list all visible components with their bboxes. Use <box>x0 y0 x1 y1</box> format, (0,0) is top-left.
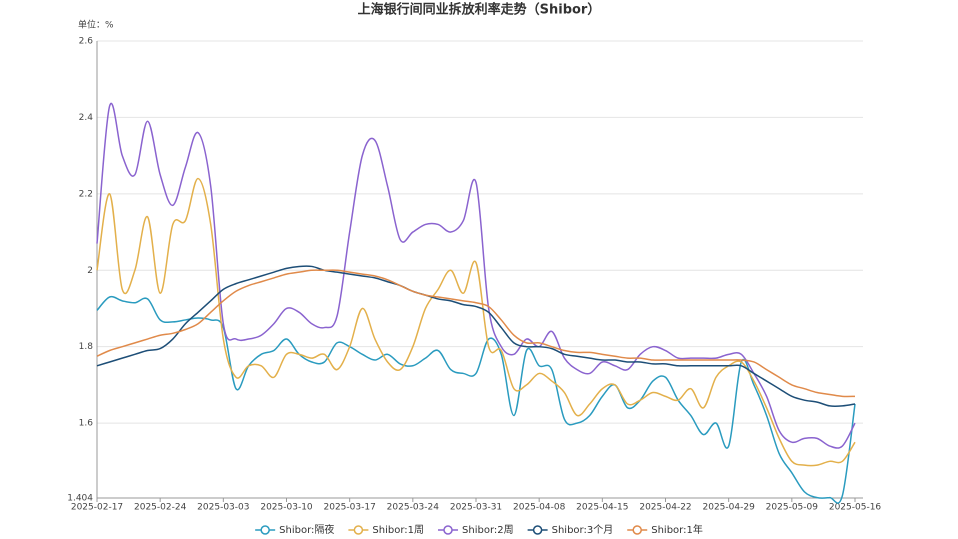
x-tick-label: 2025-05-09 <box>766 503 819 513</box>
legend-marker <box>632 525 642 535</box>
legend-marker <box>260 525 270 535</box>
legend-label: Shibor:3个月 <box>552 524 614 536</box>
legend-item[interactable]: Shibor:隔夜 <box>255 523 334 536</box>
legend-marker <box>443 525 453 535</box>
y-tick-label: 2 <box>87 266 93 276</box>
y-tick-label: 2.4 <box>79 113 94 123</box>
x-tick-label: 2025-04-08 <box>513 503 566 513</box>
x-tick-label: 2025-04-22 <box>639 503 691 513</box>
legend-marker <box>353 525 364 535</box>
series-line <box>96 177 856 467</box>
y-tick-label: 1.404 <box>67 494 93 504</box>
x-tick-label: 2025-04-29 <box>703 503 756 513</box>
series-line <box>96 295 856 504</box>
y-unit-label: 单位：% <box>78 19 114 31</box>
series-line <box>96 265 856 408</box>
x-tick-label: 2025-04-15 <box>576 503 628 513</box>
chart-title: 上海银行间同业拆放利率走势（Shibor） <box>358 2 601 18</box>
legend-label: Shibor:隔夜 <box>279 523 334 536</box>
legend-item[interactable]: Shibor:2周 <box>438 524 514 536</box>
x-tick-label: 2025-02-24 <box>134 503 187 513</box>
y-tick-label: 2.2 <box>79 189 93 199</box>
x-tick-label: 2025-03-17 <box>324 503 376 513</box>
x-tick-label: 2025-02-17 <box>71 503 123 513</box>
y-tick-label: 1.6 <box>79 419 94 429</box>
x-tick-label: 2025-03-10 <box>260 503 313 513</box>
x-tick-label: 2025-03-31 <box>450 503 502 513</box>
x-tick-label: 2025-03-03 <box>197 503 249 513</box>
legend-item[interactable]: Shibor:3个月 <box>527 524 614 536</box>
legend-item[interactable]: Shibor:1年 <box>627 523 703 536</box>
x-tick-label: 2025-03-24 <box>387 503 440 513</box>
legend-marker <box>532 525 543 535</box>
x-tick-label: 2025-05-16 <box>829 503 882 513</box>
legend-label: Shibor:2周 <box>462 524 514 536</box>
series-line <box>96 269 856 398</box>
legend-item[interactable]: Shibor:1周 <box>348 524 424 536</box>
series-line <box>96 102 856 449</box>
legend: Shibor:隔夜 Shibor:1周 Shibor:2周 Shibor:3个月 Shi… <box>255 523 703 536</box>
y-tick-label: 1.8 <box>79 342 94 352</box>
legend-label: Shibor:1周 <box>372 524 424 536</box>
legend-label: Shibor:1年 <box>651 523 703 536</box>
y-tick-label: 2.6 <box>79 37 94 47</box>
